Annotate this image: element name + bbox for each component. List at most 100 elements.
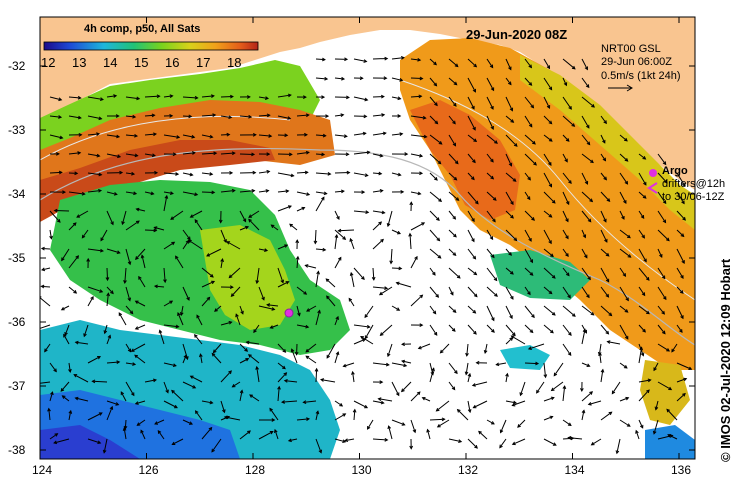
current-arrow [676,286,684,294]
current-arrow [68,95,82,100]
current-arrow [182,229,191,241]
current-arrow [314,367,319,383]
current-arrow [372,113,386,117]
current-arrow [524,286,531,296]
current-arrow [106,286,114,295]
current-arrow [352,408,357,421]
current-arrow [296,324,310,329]
current-arrow [360,336,374,345]
current-arrow [467,305,477,314]
current-arrow [676,392,686,402]
current-arrow [600,248,610,257]
current-arrow [182,114,193,119]
current-arrow [214,305,222,312]
current-arrow [239,225,250,231]
current-arrow [486,77,495,92]
current-arrow [429,210,440,221]
current-arrow [315,438,323,454]
current-arrow [448,438,463,443]
current-arrow [619,210,625,220]
current-arrow [553,362,564,377]
current-arrow [226,241,241,250]
current-arrow [600,286,610,298]
current-arrow [519,381,526,397]
current-arrow [87,248,104,253]
current-arrow [47,407,51,421]
current-arrow [194,219,203,231]
current-arrow [245,340,260,345]
current-arrow [269,407,279,421]
current-arrow [136,419,146,426]
current-arrow [619,362,628,369]
current-arrow [448,210,457,220]
current-arrow [619,153,629,162]
current-arrow [249,394,260,402]
current-arrow [379,324,393,336]
current-arrow [220,132,231,137]
current-arrow [391,266,403,271]
x-tick-label: 136 [671,463,692,477]
current-arrow [657,172,668,184]
current-arrow [134,354,146,364]
current-arrow [638,267,650,281]
current-arrow [144,132,158,137]
current-arrow [524,210,535,221]
current-arrow [600,324,610,335]
current-arrow [325,278,336,288]
current-arrow [439,343,450,354]
current-arrow [391,114,402,118]
current-arrow [505,77,512,86]
current-arrow [467,153,476,164]
current-arrow [638,324,646,333]
current-arrow [467,372,472,383]
current-arrow [372,286,389,291]
current-arrow [562,172,572,185]
currents-legend-scale: 0.5m/s (1kt 24h) [601,70,681,82]
current-arrow [562,58,576,70]
current-arrow [372,76,388,81]
current-arrow [49,362,57,373]
current-arrow [467,229,475,243]
current-arrow [483,343,488,355]
current-arrow [351,370,355,383]
current-arrow [562,191,570,206]
current-arrow [676,191,685,205]
current-arrow [290,348,298,364]
current-arrow [313,229,318,245]
current-arrow [505,210,514,219]
current-arrow [429,248,442,259]
current-arrow [486,134,498,144]
current-arrow [429,134,443,145]
current-arrow [448,381,456,391]
current-arrow [73,374,89,383]
current-arrow [619,419,631,427]
current-arrow [600,153,607,162]
current-arrow [475,360,488,365]
current-arrow [517,419,526,428]
current-arrow [448,305,457,313]
current-arrow [239,152,256,157]
current-arrow [199,353,203,364]
current-arrow [163,172,180,176]
current-arrow [448,115,456,125]
current-arrow [448,229,457,238]
current-arrow [239,114,253,119]
current-arrow [296,132,308,137]
current-arrow [201,296,211,307]
current-arrow [68,255,80,269]
current-arrow [182,419,193,425]
current-arrow [619,134,628,142]
argo-legend-symbols [647,169,658,194]
current-arrow [144,113,156,118]
argo-legend-drifters: drifters@12h [662,178,726,190]
current-arrow [676,267,684,280]
current-arrow [581,267,591,281]
current-arrow [429,267,436,276]
current-arrow [179,305,184,317]
current-arrow [270,224,279,231]
current-arrow [283,379,298,383]
current-arrow [61,395,70,402]
current-arrow [543,267,556,279]
current-arrow [239,305,244,315]
current-arrow [125,171,136,176]
